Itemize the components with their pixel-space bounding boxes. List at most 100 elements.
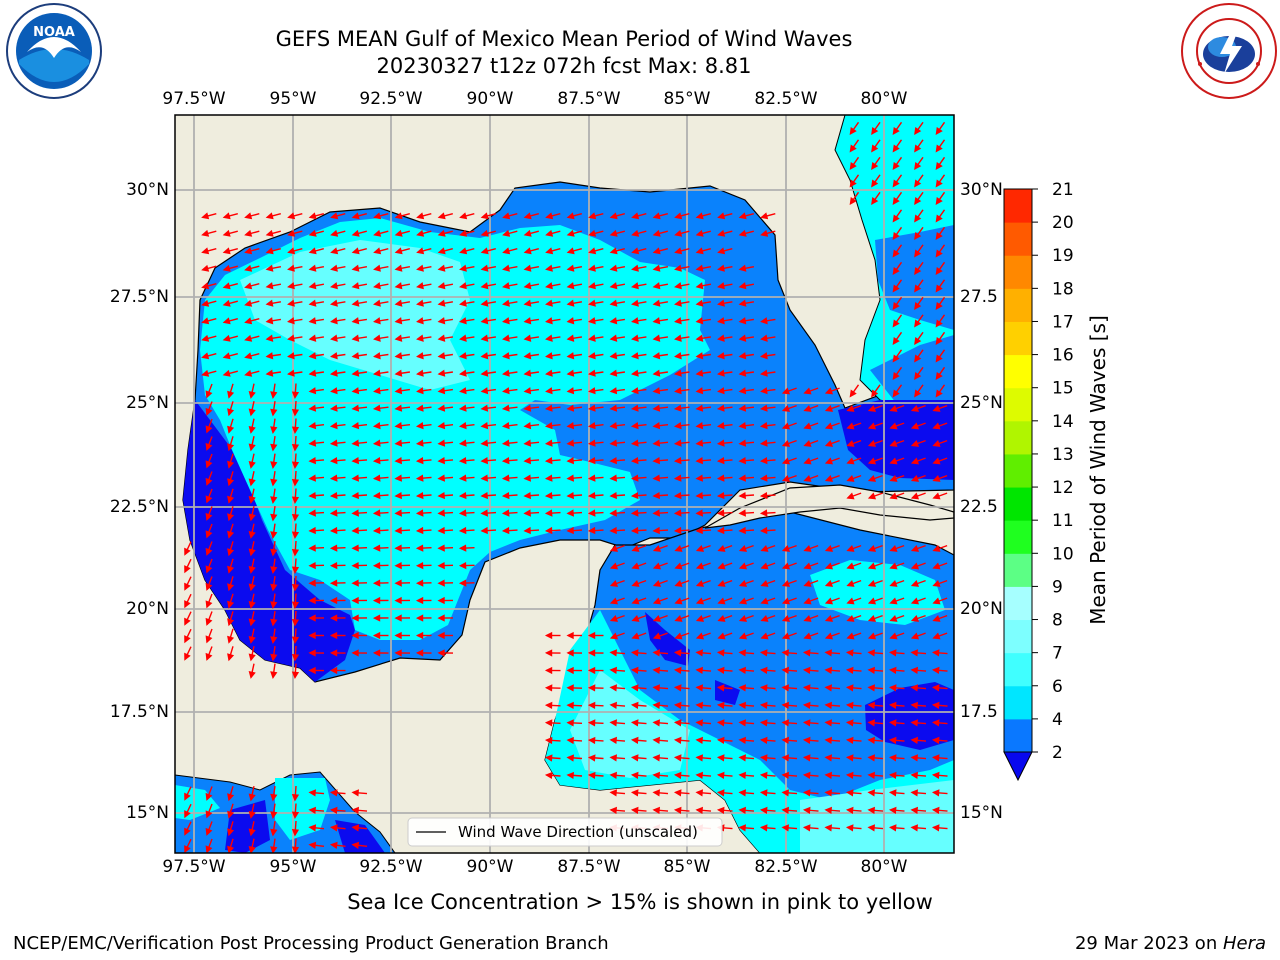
wind-wave-arrow-head: [867, 422, 877, 430]
wind-wave-arrow-head: [458, 544, 467, 552]
wind-wave-arrow-head: [824, 719, 832, 727]
wind-wave-arrow-head: [201, 317, 210, 325]
wind-wave-arrow-head: [437, 649, 445, 657]
wind-wave-arrow-head: [631, 282, 639, 290]
wind-wave-arrow-head: [914, 371, 922, 380]
wind-wave-arrow-head: [248, 548, 256, 557]
wind-wave-arrow-head: [935, 389, 943, 398]
wind-wave-arrow-head: [609, 806, 617, 814]
wind-wave-arrow-head: [329, 596, 338, 605]
lat-tick-right: 15°N: [960, 803, 1003, 823]
wind-wave-arrow-head: [372, 404, 381, 412]
wind-wave-arrow-head: [458, 492, 467, 500]
wind-wave-arrow-head: [738, 509, 746, 517]
wind-wave-arrow-head: [914, 336, 922, 345]
wind-wave-arrow-head: [716, 771, 725, 779]
wind-wave-arrow-head: [329, 824, 338, 832]
wind-wave-arrow-head: [892, 336, 900, 345]
gulf-ocean-pale: [240, 240, 470, 390]
wind-wave-arrow-head: [308, 544, 316, 552]
wind-wave-arrow-head: [394, 509, 402, 517]
wind-wave-arrow-head: [802, 824, 811, 832]
wind-wave-arrow-head: [351, 579, 359, 587]
wind-wave-arrow-head: [738, 754, 746, 762]
wind-wave-arrow-head: [695, 282, 704, 290]
wind-wave-arrow-head: [523, 509, 531, 517]
wind-wave-arrow-head: [308, 317, 317, 325]
wind-wave-arrow-head: [587, 666, 596, 675]
wind-wave-arrow-head: [652, 719, 660, 727]
wind-wave-arrow-head: [695, 736, 703, 744]
wind-wave-arrow-head: [867, 474, 877, 482]
wind-wave-arrow-head: [244, 212, 253, 220]
wind-wave-arrow-head: [717, 562, 726, 570]
wind-wave-arrow-head: [248, 793, 256, 802]
wind-wave-arrow-head: [544, 736, 553, 745]
wind-wave-arrow-head: [781, 771, 789, 779]
map-gridlines: [175, 115, 954, 853]
wind-wave-arrow-head: [910, 754, 918, 762]
wind-wave-arrow-head: [673, 474, 682, 482]
wind-wave-arrow-head: [738, 632, 748, 640]
wind-wave-arrow-head: [287, 334, 295, 342]
wind-wave-arrow-head: [351, 317, 360, 325]
wind-wave-arrow-head: [695, 526, 703, 535]
wind-wave-arrow-head: [910, 649, 918, 657]
wind-wave-arrow-head: [308, 509, 316, 517]
wind-wave-arrow-head: [523, 299, 532, 307]
wind-wave-arrow-head: [673, 404, 682, 412]
wind-wave-arrow-head: [738, 264, 747, 272]
wind-wave-arrow-head: [270, 811, 278, 819]
wind-wave-arrow-head: [265, 334, 274, 342]
wind-wave-arrow-head: [248, 635, 256, 644]
wind-wave-arrow-head: [330, 387, 338, 395]
wind-wave-arrow-head: [630, 457, 639, 465]
wind-wave-arrow-head: [738, 824, 746, 832]
wind-wave-arrow-head: [523, 229, 532, 237]
wind-wave-arrow-head: [888, 666, 897, 674]
wind-wave-arrow-head: [892, 161, 900, 170]
wind-wave-arrow-head: [201, 299, 210, 307]
wind-wave-arrow-head: [587, 439, 596, 447]
wind-wave-arrow-head: [716, 666, 725, 674]
wind-wave-arrow-head: [287, 247, 296, 255]
wind-wave-arrow-head: [674, 334, 682, 342]
wind-wave-arrow-head: [631, 632, 640, 640]
wind-wave-arrow-head: [265, 247, 274, 255]
wind-wave-arrow-head: [437, 561, 445, 570]
wind-wave-arrow-head: [222, 264, 231, 272]
wind-wave-arrow-head: [566, 212, 575, 220]
wind-wave-arrow-head: [609, 579, 619, 587]
wind-wave-arrow-head: [824, 579, 834, 587]
wind-wave-arrow-head: [759, 439, 768, 447]
wind-wave-arrow-head: [738, 421, 747, 430]
wind-wave-arrow-head: [910, 544, 920, 552]
chart-subtitle: 20230327 t12z 072h fcst Max: 8.81: [376, 54, 752, 78]
wind-wave-arrow-head: [738, 806, 746, 814]
wind-wave-arrow-head: [372, 596, 381, 605]
wind-wave-arrow-head: [329, 841, 338, 850]
wind-wave-arrow-head: [459, 247, 468, 255]
wind-wave-arrow-head: [932, 492, 941, 500]
wind-wave-arrow-head: [566, 736, 574, 745]
colorbar-swatch: [1004, 189, 1032, 223]
wind-wave-arrow-head: [330, 229, 339, 237]
wind-wave-arrow-head: [630, 684, 639, 692]
wind-wave-arrow-head: [308, 387, 317, 395]
noaa-logo-text: NOAA: [33, 25, 75, 40]
wind-wave-arrow-head: [932, 632, 941, 640]
wind-wave-arrow-head: [205, 425, 213, 434]
wind-wave-arrow-head: [932, 457, 941, 465]
wind-wave-arrow-head: [244, 352, 253, 360]
wind-wave-arrow-head: [759, 666, 768, 674]
wind-wave-arrow-head: [871, 144, 879, 153]
wind-wave-arrow-head: [459, 264, 467, 272]
wind-wave-arrow-head: [867, 562, 877, 570]
wind-wave-arrow-head: [329, 631, 338, 640]
wind-wave-arrow-head: [287, 264, 295, 272]
wind-wave-arrow-head: [802, 736, 811, 744]
wind-wave-arrow-head: [738, 212, 747, 220]
wind-wave-arrow-head: [931, 666, 940, 674]
wind-wave-arrow-head: [695, 474, 703, 482]
wind-wave-arrow-head: [609, 754, 617, 762]
